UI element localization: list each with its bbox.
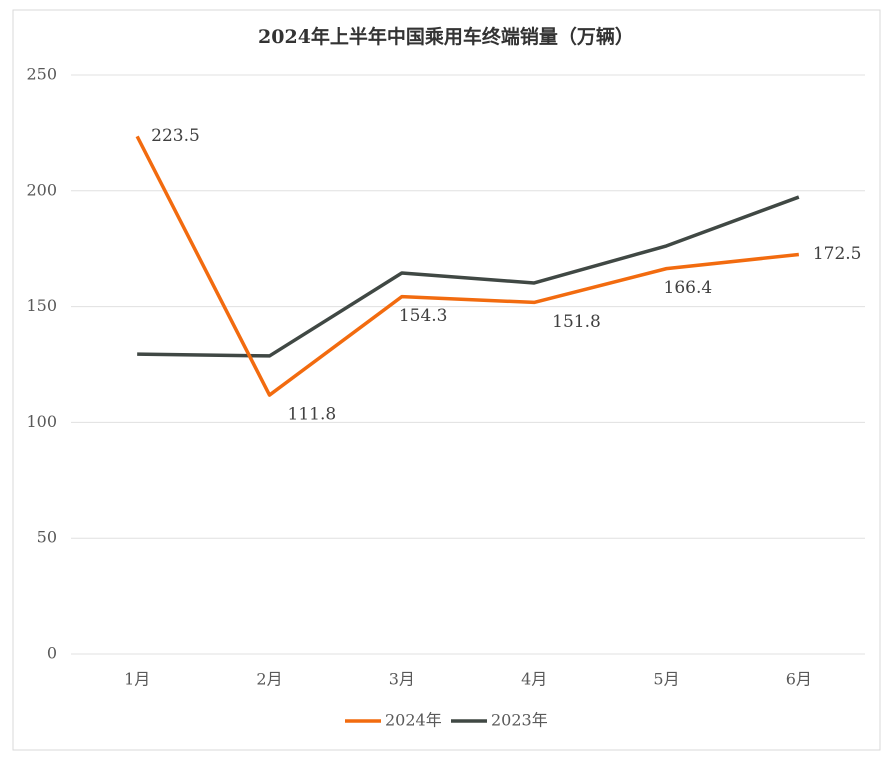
legend-label: 2024年: [385, 711, 442, 730]
x-tick-label: 6月: [786, 670, 812, 689]
chart-border: [12, 9, 881, 751]
y-tick-label: 150: [26, 296, 57, 315]
series-line: [135, 135, 800, 397]
y-tick-label: 100: [26, 412, 57, 431]
x-tick-label: 2月: [256, 670, 282, 689]
data-label: 223.5: [151, 126, 200, 146]
y-tick-label: 250: [26, 65, 57, 84]
x-tick-label: 1月: [124, 670, 150, 689]
data-label: 151.8: [552, 312, 601, 332]
data-label: 166.4: [664, 278, 713, 298]
y-tick-label: 50: [37, 528, 57, 547]
data-label: 154.3: [399, 306, 448, 326]
data-label: 111.8: [288, 405, 337, 425]
chart-title: 2024年上半年中国乘用车终端销量（万辆）: [258, 25, 634, 48]
x-tick-label: 3月: [389, 670, 415, 689]
x-tick-label: 5月: [653, 670, 679, 689]
y-tick-label: 0: [47, 644, 57, 663]
legend-label: 2023年: [491, 711, 548, 730]
data-label: 172.5: [813, 244, 862, 264]
x-tick-label: 4月: [521, 670, 547, 689]
y-tick-label: 200: [26, 180, 57, 199]
